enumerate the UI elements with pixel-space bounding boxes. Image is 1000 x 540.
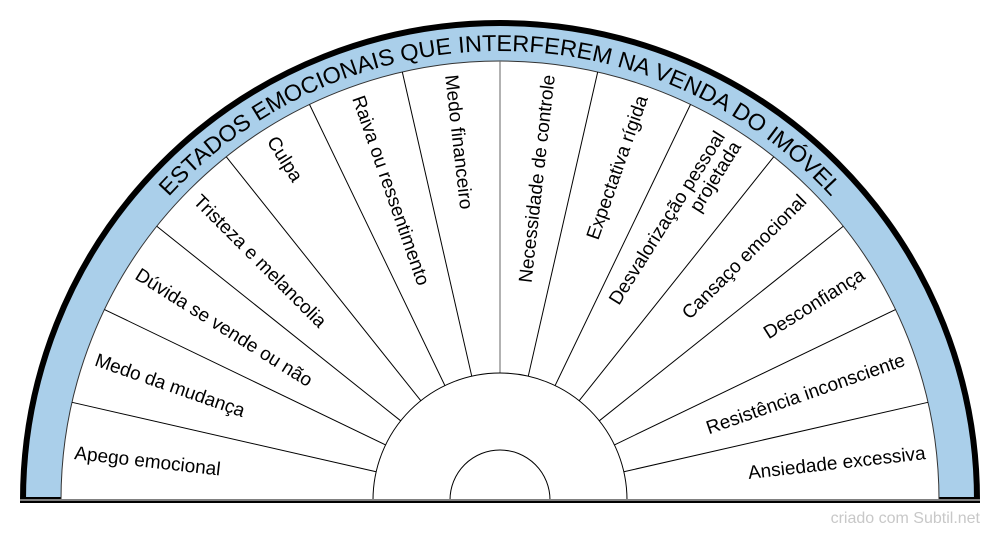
footer-credit: criado com Subtil.net — [830, 510, 980, 527]
sector-divider — [623, 401, 929, 473]
sector-divider — [156, 225, 402, 422]
sector-divider — [309, 104, 446, 386]
sector-divider — [598, 225, 844, 422]
sector-divider — [578, 156, 775, 402]
sector-divider — [401, 71, 473, 377]
sector-divider — [225, 156, 422, 402]
sector-divider — [614, 309, 896, 446]
sector-divider — [71, 401, 377, 473]
inner-circle — [372, 372, 628, 501]
center-circle — [449, 449, 551, 501]
sector-divider — [527, 71, 599, 377]
sector-divider — [104, 309, 386, 446]
sector-divider — [554, 104, 691, 386]
